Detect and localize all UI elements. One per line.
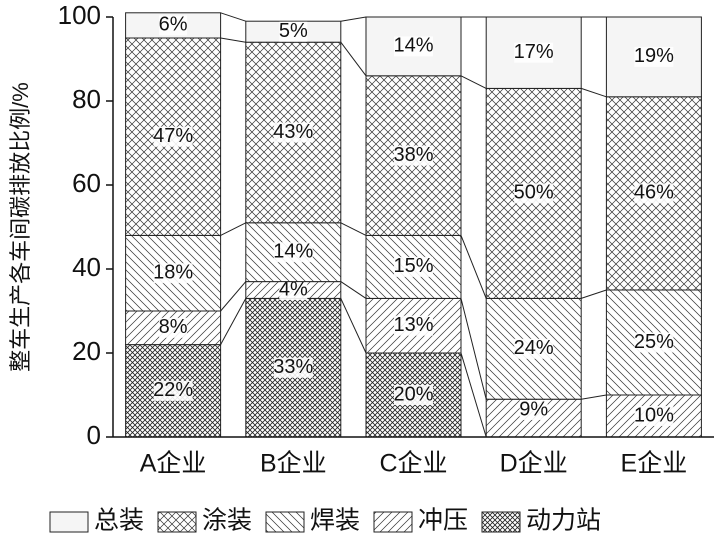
data-label: 18% — [153, 261, 193, 283]
data-label: 50% — [514, 182, 554, 204]
y-tick-label: 80 — [72, 84, 101, 114]
label-bg — [394, 145, 433, 166]
data-label: 13% — [393, 314, 433, 336]
x-tick-label: C企业 — [379, 450, 447, 478]
label-bg — [394, 385, 433, 405]
legend-label: 总装 — [94, 507, 144, 535]
label-bg — [153, 126, 193, 147]
data-label: 14% — [273, 240, 313, 262]
connector — [340, 298, 367, 354]
y-tick-label: 40 — [72, 252, 101, 282]
legend-swatch — [373, 511, 413, 533]
connector — [581, 394, 607, 400]
data-label: 17% — [514, 41, 554, 63]
data-label: 33% — [273, 356, 313, 378]
data-label: 25% — [634, 331, 674, 353]
label-bg — [514, 183, 554, 204]
label-bg — [634, 406, 674, 426]
data-label: 14% — [393, 35, 433, 57]
y-axis-title: 整车生产各车间碳排放比例/% — [8, 82, 33, 372]
data-label: 6% — [159, 14, 188, 36]
data-label: 43% — [273, 121, 313, 143]
label-bg — [273, 242, 313, 263]
connector — [340, 281, 367, 299]
label-bg — [514, 42, 554, 63]
legend-swatch — [49, 511, 89, 533]
legend-swatch — [265, 511, 305, 533]
connector — [220, 222, 247, 236]
data-label: 22% — [153, 379, 193, 401]
data-label: 46% — [634, 182, 674, 204]
data-label: 38% — [393, 144, 433, 166]
label-bg — [153, 263, 193, 284]
connector — [340, 222, 367, 236]
data-label: 47% — [153, 125, 193, 147]
label-bg — [279, 21, 308, 42]
x-tick-label: B企业 — [260, 450, 327, 478]
connector — [581, 289, 607, 299]
label-bg — [153, 380, 193, 401]
label-bg — [634, 46, 674, 67]
label-bg — [273, 357, 313, 378]
y-tick-label: 0 — [87, 420, 101, 450]
data-label: 9% — [519, 398, 548, 420]
label-bg — [159, 317, 188, 338]
connector — [220, 298, 247, 345]
label-bg — [273, 122, 313, 143]
legend-label: 涂装 — [202, 507, 252, 535]
data-label: 20% — [393, 383, 433, 405]
data-label: 19% — [634, 45, 674, 67]
x-tick-label: A企业 — [140, 450, 207, 478]
connector — [340, 16, 367, 22]
x-tick-label: E企业 — [621, 450, 688, 478]
connector — [460, 235, 487, 299]
data-label: 24% — [514, 337, 554, 359]
legend-label: 动力站 — [526, 507, 601, 535]
label-bg — [519, 400, 548, 420]
legend-label: 冲压 — [418, 507, 468, 535]
data-label: 10% — [634, 404, 674, 426]
legend-label: 焊装 — [310, 507, 360, 535]
label-bg — [159, 15, 188, 36]
label-bg — [279, 280, 308, 300]
data-label: 5% — [279, 20, 308, 42]
connector — [220, 12, 246, 22]
connector — [340, 41, 367, 77]
data-label: 4% — [279, 278, 308, 300]
data-label: 8% — [159, 316, 188, 338]
label-bg — [394, 36, 433, 57]
legend-swatch — [157, 511, 197, 533]
y-tick-label: 20 — [72, 336, 101, 366]
label-bg — [394, 256, 433, 277]
connector — [220, 37, 246, 43]
data-label: 15% — [393, 255, 433, 277]
label-bg — [634, 332, 674, 353]
connector — [581, 87, 607, 98]
label-bg — [394, 315, 433, 336]
legend-swatch — [481, 511, 521, 533]
label-bg — [634, 183, 674, 204]
bar-segment — [485, 16, 582, 89]
connector — [460, 352, 487, 438]
label-bg — [514, 338, 554, 359]
connector — [220, 281, 247, 312]
x-tick-label: D企业 — [500, 450, 568, 478]
bar-segment — [605, 96, 702, 291]
connector — [460, 298, 487, 400]
y-tick-label: 100 — [58, 0, 101, 30]
y-tick-label: 60 — [72, 168, 101, 198]
connector — [460, 75, 487, 89]
